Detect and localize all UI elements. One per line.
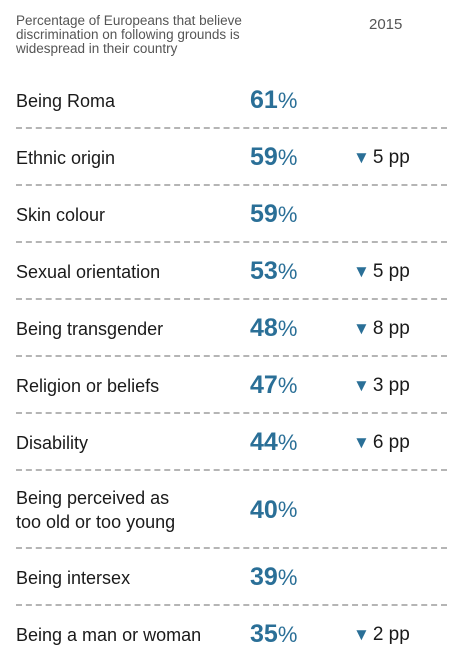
value-number: 53 [250, 257, 278, 285]
value-unit: % [277, 87, 298, 113]
table-row: Sexual orientation 53% ▼ 5 pp [0, 243, 463, 300]
row-change: ▼ 3 pp [353, 357, 410, 414]
value-unit: % [277, 144, 298, 170]
row-label: Being Roma [16, 90, 116, 111]
row-divider [16, 604, 447, 606]
row-value: 44% [250, 414, 297, 471]
row-label: Sexual orientation [16, 261, 161, 282]
value-unit: % [277, 497, 298, 522]
row-label: Religion or beliefs [16, 375, 160, 396]
row-label: Ethnic origin [16, 147, 116, 168]
table-row: Being perceived as too old or too young 4… [0, 471, 463, 549]
row-value: 59% [250, 186, 297, 243]
down-triangle-icon: ▼ [353, 318, 370, 338]
value-unit: % [277, 372, 298, 398]
table-row: Disability 44% ▼ 6 pp [0, 414, 463, 471]
down-triangle-icon: ▼ [353, 261, 370, 281]
table-row: Being intersex 39% [0, 549, 463, 606]
value-number: 47 [250, 371, 278, 399]
table-row: Being a man or woman 35% ▼ 2 pp [0, 606, 463, 663]
row-change: ▼ 8 pp [353, 300, 410, 357]
value-number: 61 [250, 86, 278, 114]
row-change: ▼ 6 pp [353, 414, 410, 471]
row-label: Being intersex [16, 567, 131, 588]
row-value: 47% [250, 357, 297, 414]
change-value: 2 pp [372, 623, 410, 645]
value-unit: % [277, 258, 298, 284]
row-divider [16, 412, 447, 414]
down-triangle-icon: ▼ [353, 624, 370, 644]
row-label: Skin colour [16, 204, 106, 225]
row-divider [16, 241, 447, 243]
row-change: ▼ 2 pp [353, 606, 410, 663]
value-unit: % [277, 564, 298, 590]
row-value: 48% [250, 300, 297, 357]
change-value: 3 pp [372, 374, 410, 396]
value-number: 39 [250, 563, 278, 591]
change-value: 5 pp [372, 260, 410, 282]
row-divider [16, 127, 447, 129]
value-unit: % [277, 621, 298, 647]
down-triangle-icon: ▼ [353, 147, 370, 167]
row-divider [16, 184, 447, 186]
row-value: 61% [250, 72, 297, 129]
value-number: 59 [250, 200, 278, 228]
row-value: 35% [250, 606, 297, 663]
row-label: Being a man or woman [16, 624, 202, 645]
row-value: 53% [250, 243, 297, 300]
table-row: Ethnic origin 59% ▼ 5 pp [0, 129, 463, 186]
table-row: Being transgender 48% ▼ 8 pp [0, 300, 463, 357]
ground-list: Being Roma 61% Ethnic origin 59% ▼ 5 pp Skin c… [0, 72, 463, 663]
value-number: 40 [250, 495, 278, 524]
row-value: 59% [250, 129, 297, 186]
value-unit: % [277, 315, 298, 341]
value-number: 44 [250, 428, 278, 456]
value-unit: % [277, 201, 298, 227]
down-triangle-icon: ▼ [353, 432, 370, 452]
row-label: Being perceived as too old or too young [16, 488, 176, 532]
table-row: Religion or beliefs 47% ▼ 3 pp [0, 357, 463, 414]
value-number: 59 [250, 143, 278, 171]
row-label: Disability [16, 432, 89, 453]
table-row: Skin colour 59% [0, 186, 463, 243]
chart-subtitle: Percentage of Europeans that believe dis… [16, 13, 242, 56]
change-value: 6 pp [372, 431, 410, 453]
value-number: 48 [250, 314, 278, 342]
down-triangle-icon: ▼ [353, 375, 370, 395]
row-change: ▼ 5 pp [353, 243, 410, 300]
row-divider [16, 547, 447, 549]
change-value: 8 pp [372, 317, 410, 339]
value-unit: % [277, 429, 298, 455]
row-value: 39% [250, 549, 297, 606]
year-column-label: 2015 [369, 16, 403, 33]
value-number: 35 [250, 620, 278, 648]
table-row: Being Roma 61% [0, 72, 463, 129]
row-divider [16, 298, 447, 300]
row-label: Being transgender [16, 318, 164, 339]
row-divider [16, 469, 447, 471]
row-change: ▼ 5 pp [353, 129, 410, 186]
change-value: 5 pp [372, 146, 410, 168]
row-divider [16, 355, 447, 357]
chart-header: Percentage of Europeans that believe dis… [16, 14, 336, 56]
row-value: 40% [250, 471, 297, 549]
